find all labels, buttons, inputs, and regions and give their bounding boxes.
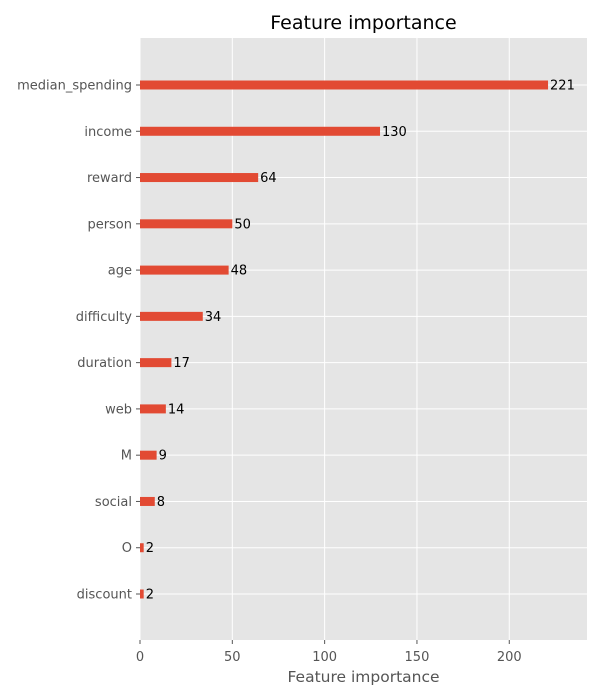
bar-discount (140, 589, 144, 599)
y-tick-label: income (84, 125, 132, 140)
bar-reward (140, 173, 259, 183)
data-label: 50 (234, 217, 251, 232)
bar-person (140, 219, 233, 229)
data-labels: 221 130 64 50 48 34 17 14 9 8 2 2 (146, 79, 575, 603)
x-tick-labels: 0 50 100 150 200 (136, 640, 522, 665)
y-tick-label: difficulty (76, 310, 133, 325)
x-tick-label: 50 (224, 650, 241, 665)
bars (140, 80, 549, 599)
data-label: 221 (550, 79, 575, 94)
y-tick-label: duration (77, 356, 132, 371)
bar-web (140, 404, 166, 414)
chart-title: Feature importance (270, 12, 456, 34)
x-tick-label: 0 (136, 650, 144, 665)
data-label: 8 (157, 495, 165, 510)
bar-o (140, 543, 144, 553)
data-label: 64 (260, 171, 277, 186)
y-tick-label: person (87, 217, 132, 232)
data-label: 14 (168, 402, 185, 417)
data-label: 9 (159, 449, 167, 464)
data-label: 48 (231, 264, 248, 279)
y-tick-label: M (121, 449, 132, 464)
x-tick-label: 100 (312, 650, 337, 665)
data-label: 17 (173, 356, 190, 371)
bar-social (140, 496, 155, 506)
x-axis-label: Feature importance (287, 668, 439, 686)
bar-m (140, 450, 157, 460)
y-tick-label: median_spending (17, 79, 132, 94)
y-tick-label: social (95, 495, 132, 510)
bar-median-spending (140, 80, 549, 90)
plot-area (140, 38, 587, 640)
x-tick-label: 200 (497, 650, 522, 665)
y-tick-label: discount (77, 588, 132, 603)
bar-duration (140, 358, 172, 368)
x-tick-label: 150 (405, 650, 430, 665)
bar-age (140, 265, 229, 275)
y-tick-label: reward (87, 171, 132, 186)
y-tick-label: age (108, 264, 132, 279)
data-label: 2 (146, 541, 154, 556)
y-tick-label: O (122, 541, 132, 556)
bar-income (140, 126, 381, 136)
data-label: 2 (146, 588, 154, 603)
y-tick-label: web (105, 402, 132, 417)
data-label: 34 (205, 310, 222, 325)
bar-difficulty (140, 311, 203, 321)
data-label: 130 (382, 125, 407, 140)
